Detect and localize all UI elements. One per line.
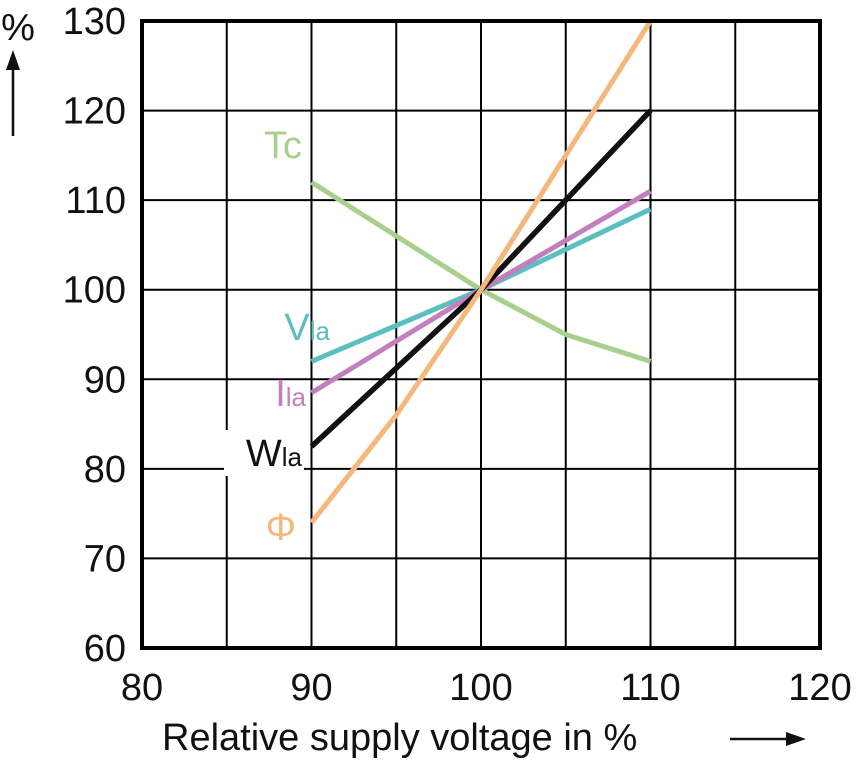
y-tick-label: 130	[63, 1, 126, 43]
y-tick-label: 110	[65, 180, 126, 222]
y-tick-label: 70	[84, 538, 126, 580]
series-line-phi	[309, 19, 653, 525]
tick-labels: 80 90 100 110 120 60 70 80 90 100 110 120 130	[63, 1, 852, 709]
series-label-tc: Tc	[264, 125, 302, 167]
x-tick-label: 110	[620, 667, 681, 709]
x-tick-label: 120	[788, 667, 851, 709]
plot-frame	[140, 19, 822, 650]
y-tick-label: 60	[84, 628, 126, 670]
x-tick-label: 90	[290, 667, 332, 709]
x-tick-label: 100	[449, 667, 512, 709]
y-axis-up-arrow	[6, 50, 20, 136]
y-tick-label: 90	[84, 359, 126, 401]
series-label-background	[224, 430, 304, 476]
series-label-phi: Φ	[266, 507, 296, 549]
series-lines	[309, 19, 653, 525]
y-tick-label: 120	[63, 91, 126, 133]
series-label-vla: Vla	[284, 307, 330, 349]
y-tick-label: 100	[63, 270, 126, 312]
x-axis-right-arrow	[730, 732, 806, 746]
series-label-wla: Wla	[246, 433, 303, 475]
series-label-ila: Ila	[275, 373, 306, 415]
y-axis-unit-label: %	[1, 7, 35, 49]
series-labels: Tc Vla Ila Wla Φ	[224, 125, 331, 549]
x-axis-title: Relative supply voltage in %	[162, 717, 637, 759]
x-tick-label: 80	[121, 667, 163, 709]
y-tick-label: 80	[84, 449, 126, 491]
